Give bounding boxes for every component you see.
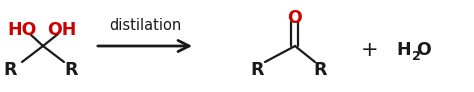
Text: O: O bbox=[288, 9, 302, 27]
Text: distilation: distilation bbox=[109, 18, 181, 33]
Text: H: H bbox=[397, 41, 411, 59]
Text: R: R bbox=[313, 61, 327, 79]
Text: 2: 2 bbox=[411, 49, 420, 62]
Text: O: O bbox=[417, 41, 431, 59]
Text: R: R bbox=[64, 61, 78, 79]
Text: R: R bbox=[250, 61, 264, 79]
Text: HO: HO bbox=[7, 21, 36, 39]
Text: +: + bbox=[361, 40, 379, 60]
Text: R: R bbox=[3, 61, 17, 79]
Text: OH: OH bbox=[47, 21, 77, 39]
